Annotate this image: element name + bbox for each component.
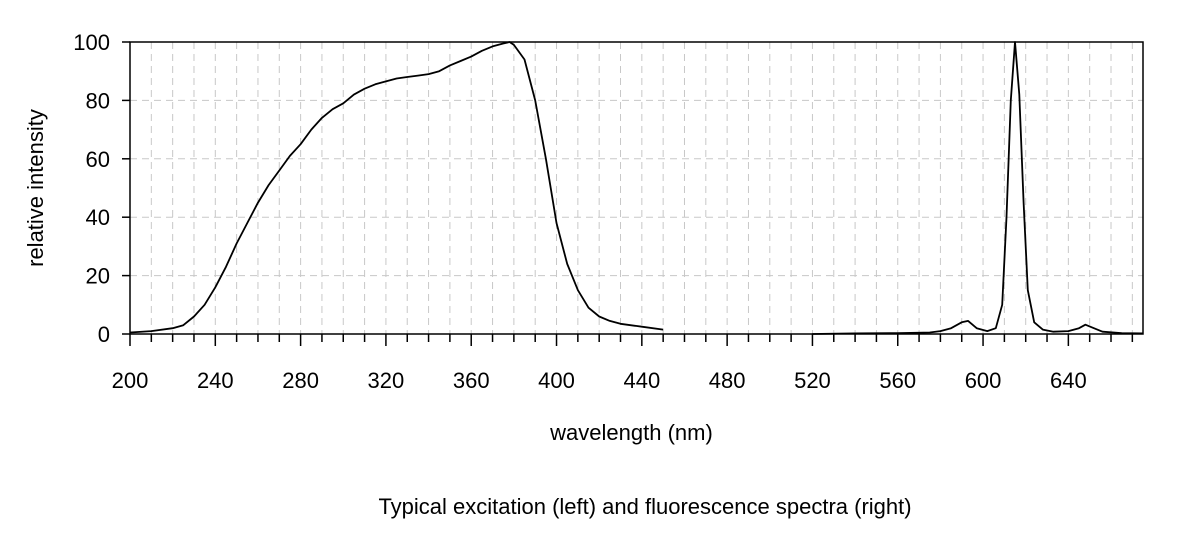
chart-caption: Typical excitation (left) and fluorescen…	[378, 494, 911, 519]
x-axis-label: wavelength (nm)	[549, 420, 713, 445]
x-tick-label: 440	[623, 368, 660, 393]
tick-labels: 0 20 40 60 80 100 200 240 280 320 360 400 440 480 520 5…	[73, 30, 1086, 393]
x-tick-label: 400	[538, 368, 575, 393]
y-tick-label: 80	[86, 88, 110, 113]
x-tick-label: 320	[368, 368, 405, 393]
x-tick-label: 560	[879, 368, 916, 393]
grid	[130, 42, 1143, 334]
y-tick-label: 60	[86, 147, 110, 172]
y-axis-label: relative intensity	[23, 109, 48, 267]
y-tick-label: 40	[86, 205, 110, 230]
x-tick-label: 600	[965, 368, 1002, 393]
excitation-spectrum-line	[129, 41, 664, 334]
plot-frame	[129, 41, 1144, 335]
fluorescence-spectrum-line	[812, 41, 1144, 335]
y-tick-label: 0	[98, 322, 110, 347]
x-tick-label: 640	[1050, 368, 1087, 393]
x-tick-label: 360	[453, 368, 490, 393]
y-tick-label: 100	[73, 30, 110, 55]
x-tick-label: 280	[282, 368, 319, 393]
x-tick-label: 240	[197, 368, 234, 393]
series-group	[129, 41, 1144, 335]
y-tick-label: 20	[86, 264, 110, 289]
x-tick-label: 480	[709, 368, 746, 393]
x-tick-label: 520	[794, 368, 831, 393]
axis-ticks	[122, 41, 1134, 346]
x-tick-label: 200	[112, 368, 149, 393]
